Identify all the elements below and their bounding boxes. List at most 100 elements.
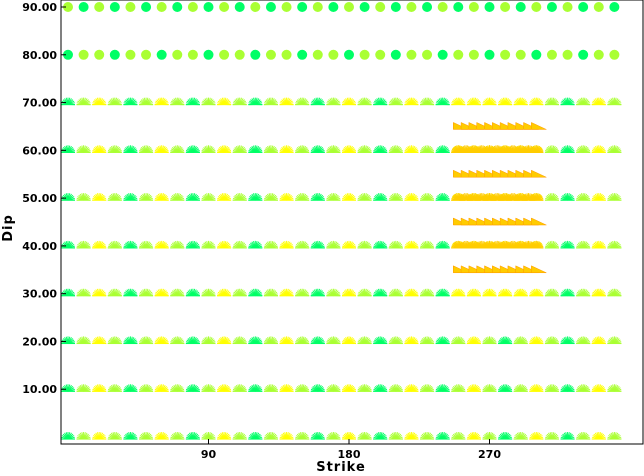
mechanism-symbol [187, 2, 198, 12]
mechanism-symbol [359, 49, 370, 60]
mechanism-symbol [154, 193, 169, 201]
mechanism-symbol [404, 193, 419, 201]
mechanism-symbol [404, 97, 419, 106]
mechanism-symbol [123, 431, 138, 440]
mechanism-symbol [217, 145, 232, 153]
mechanism-symbol [154, 431, 169, 440]
mechanism-symbol [326, 240, 341, 249]
mechanism-symbol [217, 384, 232, 392]
mechanism-symbol [498, 431, 513, 440]
mechanism-symbol [234, 2, 245, 12]
mechanism-symbol [420, 145, 435, 153]
mechanism-symbol [560, 240, 575, 249]
mechanism-symbol [435, 97, 450, 106]
mechanism-symbol [591, 336, 606, 345]
mechanism-symbol [61, 432, 75, 440]
mechanism-symbol [498, 97, 513, 106]
mechanism-symbol [451, 431, 466, 440]
mechanism-symbol [107, 193, 122, 201]
mechanism-symbol [388, 336, 403, 345]
mechanism-symbol [326, 145, 341, 153]
mechanism-symbol [139, 240, 154, 249]
mechanism-symbol [170, 431, 185, 440]
mechanism-symbol [295, 193, 310, 201]
mechanism-symbol [185, 193, 200, 201]
mechanism-symbol [373, 145, 388, 153]
mechanism-symbol [529, 97, 544, 106]
mechanism-symbol [92, 240, 107, 249]
mechanism-symbol [420, 336, 435, 345]
mechanism-symbol [357, 431, 372, 440]
mechanism-symbol [139, 431, 154, 440]
mechanism-symbol [560, 336, 575, 345]
mechanism-symbol [515, 2, 526, 12]
mechanism-symbol [310, 384, 325, 392]
mechanism-symbol [279, 97, 294, 106]
mechanism-symbol [263, 145, 278, 153]
mechanism-symbol [344, 2, 354, 12]
mechanism-symbol [531, 217, 547, 226]
y-tick-label: 20.00 [22, 335, 57, 348]
mechanism-symbol [607, 193, 622, 201]
mechanism-symbol [498, 288, 513, 297]
mechanism-symbol [63, 2, 73, 12]
mechanism-symbol [154, 288, 169, 297]
mechanism-symbol [92, 193, 107, 201]
mechanism-symbol [373, 97, 388, 106]
mechanism-symbol [107, 384, 122, 392]
mechanism-symbol [172, 49, 183, 60]
mechanism-symbol [420, 97, 435, 106]
mechanism-symbol [232, 97, 247, 106]
mechanism-symbol [217, 336, 232, 345]
mechanism-symbol [139, 384, 154, 392]
mechanism-symbol [203, 49, 214, 60]
mechanism-symbol [390, 49, 401, 60]
mechanism-symbol [187, 49, 198, 60]
mechanism-symbol [107, 288, 122, 297]
mechanism-symbol [609, 2, 620, 12]
mechanism-symbol [507, 169, 524, 178]
mechanism-symbol [201, 432, 216, 440]
mechanism-symbol [591, 145, 606, 153]
mechanism-symbol [562, 49, 573, 60]
mechanism-symbol [295, 240, 310, 249]
mechanism-symbol [139, 97, 154, 106]
mechanism-symbol [468, 49, 479, 60]
mechanism-symbol [92, 145, 107, 153]
mechanism-symbol [607, 97, 622, 106]
x-ticks: 90 180 270 [201, 439, 501, 461]
mechanism-symbol [248, 336, 263, 345]
mechanism-symbol [125, 2, 136, 12]
mechanism-symbol [92, 384, 107, 392]
mechanism-symbol [295, 431, 310, 440]
mechanism-symbol [201, 336, 216, 345]
mechanism-symbol [232, 336, 247, 345]
mechanism-symbol [248, 384, 263, 392]
mechanism-symbol [435, 384, 450, 392]
mechanism-symbol [420, 384, 435, 392]
mechanism-symbol [170, 145, 185, 153]
mechanism-symbol [451, 336, 466, 345]
mechanism-symbol [437, 49, 448, 60]
mechanism-symbol [92, 336, 107, 345]
mechanism-symbol [591, 431, 606, 440]
mechanism-symbol [263, 193, 278, 201]
mechanism-symbol [607, 240, 622, 249]
mechanism-symbol [232, 240, 247, 249]
y-tick-label: 10.00 [22, 383, 57, 396]
mechanism-symbol [263, 288, 278, 297]
mechanism-symbol [544, 431, 559, 440]
mechanism-symbol [156, 2, 167, 12]
mechanism-symbol [248, 288, 263, 297]
mechanism-symbol [341, 240, 357, 249]
mechanism-symbol [139, 288, 154, 297]
mechanism-symbol [234, 49, 245, 60]
mechanism-symbol [388, 240, 403, 249]
mechanism-symbol [500, 2, 511, 12]
mechanism-symbol [170, 384, 185, 392]
mechanism-symbol [546, 49, 557, 60]
mechanism-symbol [404, 431, 419, 440]
mechanism-symbol [373, 288, 388, 297]
mechanism-symbol [123, 336, 138, 345]
mechanism-symbol [373, 336, 388, 345]
